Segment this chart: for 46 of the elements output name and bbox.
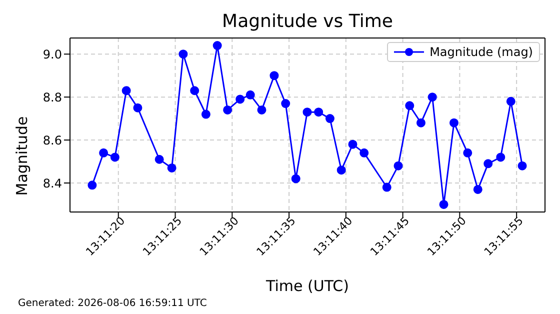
point [506,96,516,106]
point [336,166,346,175]
y-tick-label: 9.0 [42,47,62,62]
point [428,92,437,102]
text: Generated: 2026-08-06 16:59:11 UTC [18,298,207,309]
point [88,180,97,190]
point [394,161,403,170]
point [291,174,300,184]
point [302,108,312,117]
point [405,101,414,110]
point [246,90,255,100]
point [133,103,142,112]
point [178,50,188,59]
point [212,41,222,50]
point [154,154,164,164]
point [281,99,290,108]
point [348,140,358,149]
x-axis-title: Time (UTC) [265,277,350,295]
point [473,184,482,194]
point [360,148,369,158]
point [449,118,458,128]
point [314,108,324,117]
point [236,94,245,104]
y-axis-title: Magnitude [13,115,31,198]
point [496,152,506,162]
point [99,148,108,158]
point [416,118,426,128]
y-tick-label: 8.4 [42,176,62,190]
point [463,148,472,158]
point [122,86,131,96]
point [270,71,279,80]
point [223,105,232,114]
y-tick-label: 8.6 [42,133,62,148]
point [325,114,334,124]
chart-title: Magnitude vs Time [221,11,394,32]
point [382,182,392,192]
point [167,163,176,172]
point [190,86,200,96]
point [439,200,448,209]
point [518,161,527,170]
point [201,110,210,119]
y-tick-label: 8.8 [42,90,62,104]
point [110,152,120,162]
legend-label: Magnitude (mag) [430,45,533,59]
point [484,159,493,168]
point [257,105,266,114]
